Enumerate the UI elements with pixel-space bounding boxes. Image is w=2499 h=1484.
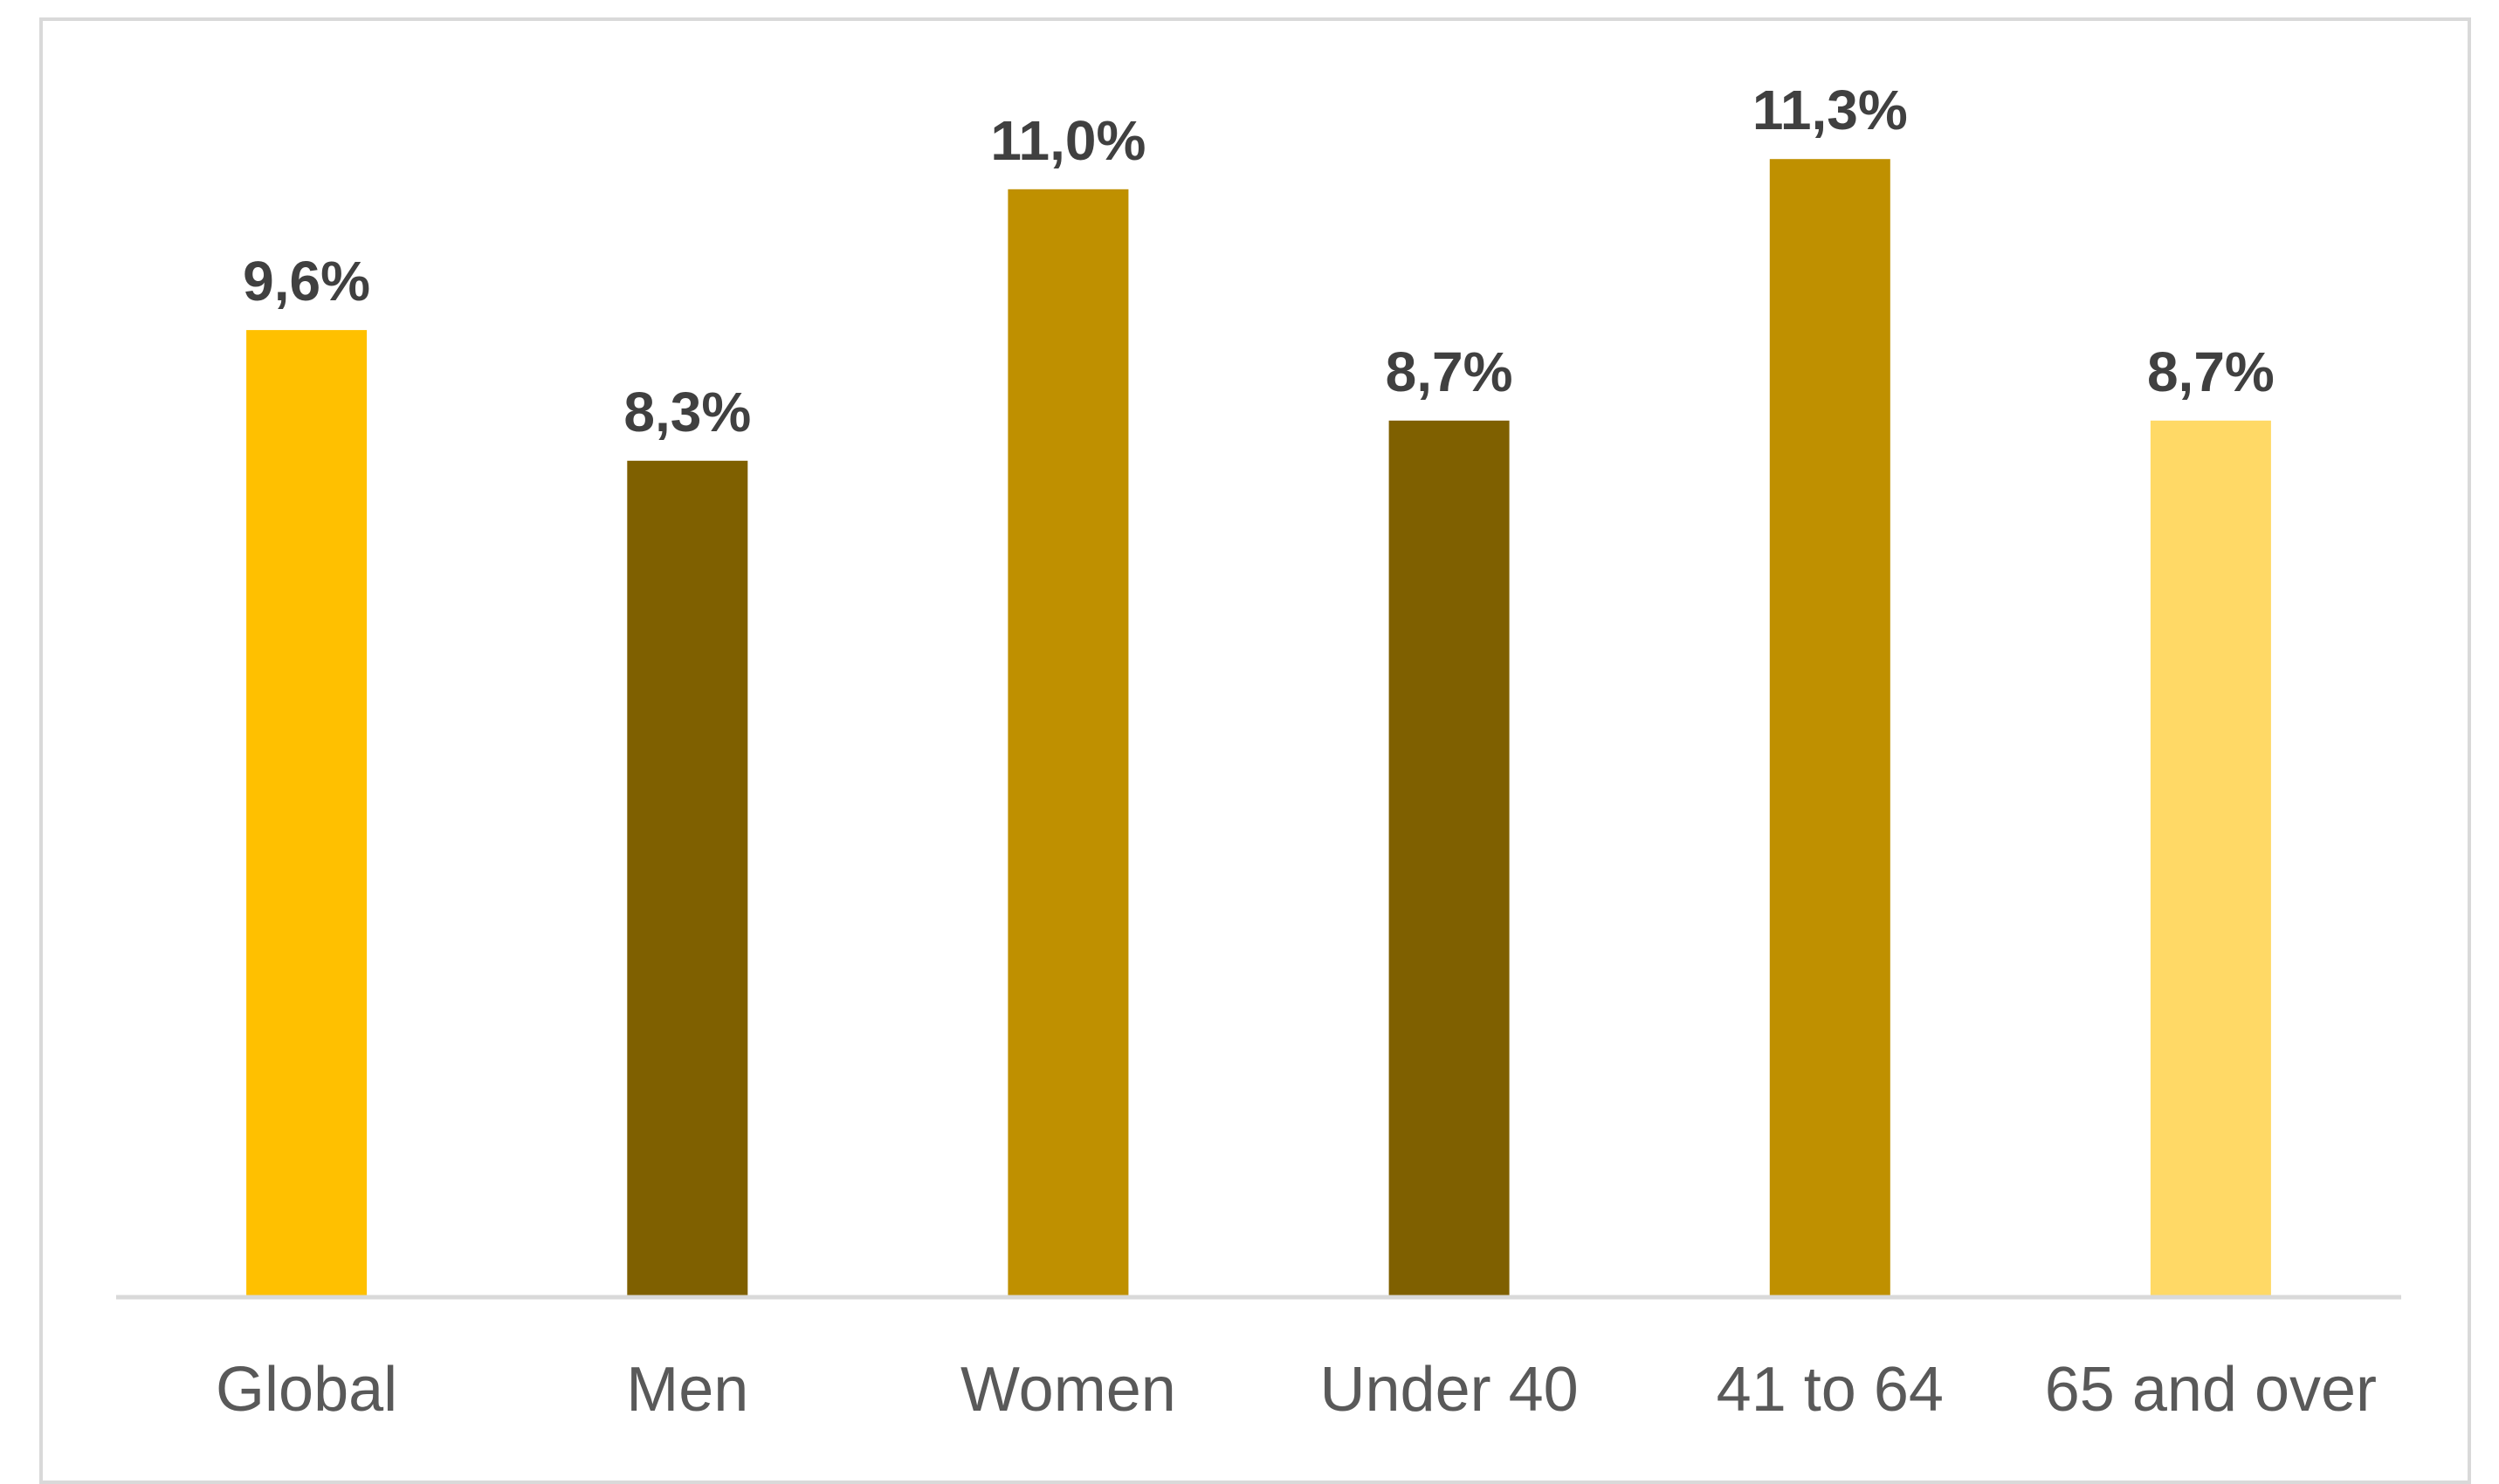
bar-under-40 bbox=[1388, 420, 1510, 1295]
bar-41-to-64 bbox=[1769, 159, 1890, 1296]
bar-65-and-over bbox=[2150, 420, 2271, 1295]
x-tick-label-global: Global bbox=[216, 1355, 397, 1425]
x-tick-label-under-40: Under 40 bbox=[1319, 1355, 1578, 1425]
chart-frame bbox=[39, 17, 2471, 1484]
data-labels-layer: 9,6% 8,3% 11,0% 8,7% 11,3% 8,7% bbox=[243, 79, 2275, 443]
x-tick-label-men: Men bbox=[626, 1355, 748, 1425]
data-label-65-and-over: 8,7% bbox=[2147, 340, 2275, 403]
bar-global bbox=[246, 330, 368, 1296]
bar-men bbox=[627, 460, 748, 1295]
x-axis-tick-labels: Global Men Women Under 40 41 to 64 65 and ove… bbox=[216, 1355, 2377, 1425]
data-label-women: 11,0% bbox=[990, 109, 1146, 172]
bars-layer bbox=[246, 159, 2271, 1296]
data-label-men: 8,3% bbox=[623, 381, 751, 443]
x-tick-label-41-to-64: 41 to 64 bbox=[1717, 1355, 1944, 1425]
x-tick-label-65-and-over: 65 and over bbox=[2045, 1355, 2377, 1425]
data-label-under-40: 8,7% bbox=[1386, 340, 1513, 403]
x-tick-label-women: Women bbox=[960, 1355, 1176, 1425]
data-label-41-to-64: 11,3% bbox=[1752, 79, 1908, 141]
data-label-global: 9,6% bbox=[243, 250, 370, 313]
bar-women bbox=[1008, 189, 1129, 1295]
